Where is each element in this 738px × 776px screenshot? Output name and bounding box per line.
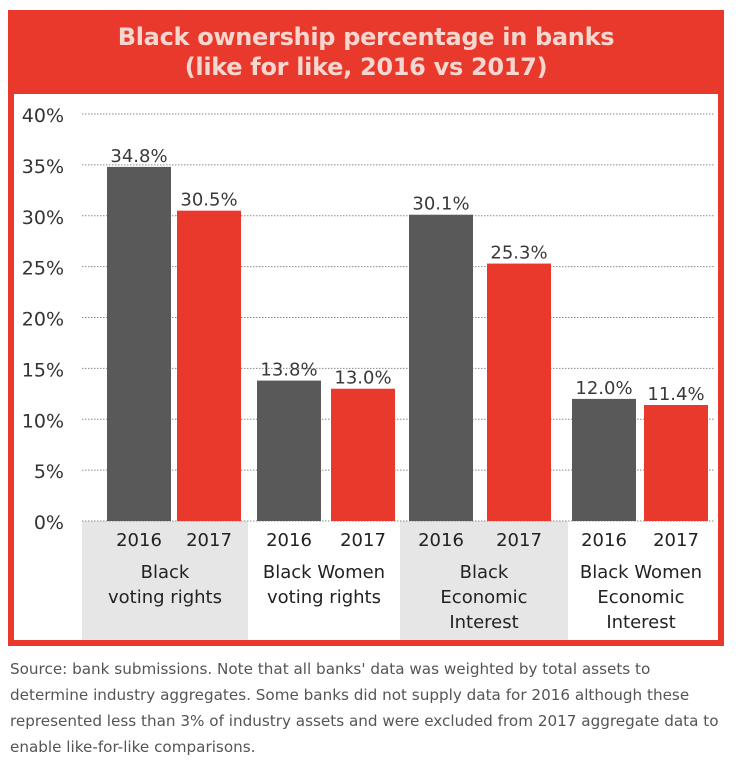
y-tick-label: 5% xyxy=(34,461,64,483)
category-label: Black xyxy=(141,562,190,583)
data-label: 11.4% xyxy=(647,384,704,405)
bar-2016 xyxy=(107,166,171,521)
y-tick-label: 30% xyxy=(22,207,64,229)
x-year-label: 2016 xyxy=(266,530,312,551)
data-label: 12.0% xyxy=(575,378,632,399)
category-label: Interest xyxy=(606,612,675,633)
chart-title: Black ownership percentage in banks (lik… xyxy=(8,10,724,94)
y-tick-label: 40% xyxy=(22,105,64,127)
x-year-label: 2016 xyxy=(116,530,162,551)
y-tick-label: 15% xyxy=(22,359,64,381)
category-label: Economic xyxy=(440,587,527,608)
plot-area: 0% 5% 10% 15% 20% 25% 30% 35% 40% 34.8% 2016 13.8% 2… xyxy=(14,94,718,640)
source-note: Source: bank submissions. Note that all … xyxy=(10,660,719,756)
data-label: 30.5% xyxy=(180,190,237,211)
bar-2016 xyxy=(572,398,636,521)
y-tick-label: 20% xyxy=(22,309,64,331)
data-label: 34.8% xyxy=(110,146,167,167)
y-tick-label: 25% xyxy=(22,258,64,280)
x-year-label: 2016 xyxy=(418,530,464,551)
chart-title-line-1: Black ownership percentage in banks xyxy=(117,23,615,51)
bar-2016 xyxy=(257,380,321,521)
bar-2017 xyxy=(487,263,551,521)
data-label: 30.1% xyxy=(412,194,469,215)
category-band xyxy=(82,521,248,640)
bar-2017 xyxy=(177,210,241,521)
data-label: 25.3% xyxy=(490,243,547,264)
bar-2017 xyxy=(331,388,395,521)
category-label: Economic xyxy=(597,587,684,608)
x-year-label: 2017 xyxy=(340,530,386,551)
bar-2017 xyxy=(644,405,708,521)
x-year-label: 2017 xyxy=(653,530,699,551)
data-label: 13.0% xyxy=(334,368,391,389)
category-label: Black Women xyxy=(580,562,702,583)
chart-title-line-2: (like for like, 2016 vs 2017) xyxy=(184,53,548,81)
x-year-label: 2017 xyxy=(186,530,232,551)
bar-chart: 0% 5% 10% 15% 20% 25% 30% 35% 40% 34.8% 2016 13.8% 2… xyxy=(22,105,714,640)
bar-2016 xyxy=(409,214,473,522)
x-year-label: 2016 xyxy=(581,530,627,551)
category-label: Interest xyxy=(449,612,518,633)
category-label: voting rights xyxy=(108,587,222,608)
category-band xyxy=(248,521,400,640)
category-band xyxy=(568,521,714,640)
category-label: Black xyxy=(460,562,509,583)
y-tick-label: 35% xyxy=(22,156,64,178)
x-year-label: 2017 xyxy=(496,530,542,551)
category-label: voting rights xyxy=(267,587,381,608)
category-label: Black Women xyxy=(263,562,385,583)
data-label: 13.8% xyxy=(260,360,317,381)
category-band xyxy=(400,521,568,640)
y-tick-label: 0% xyxy=(34,512,64,534)
y-tick-label: 10% xyxy=(22,410,64,432)
